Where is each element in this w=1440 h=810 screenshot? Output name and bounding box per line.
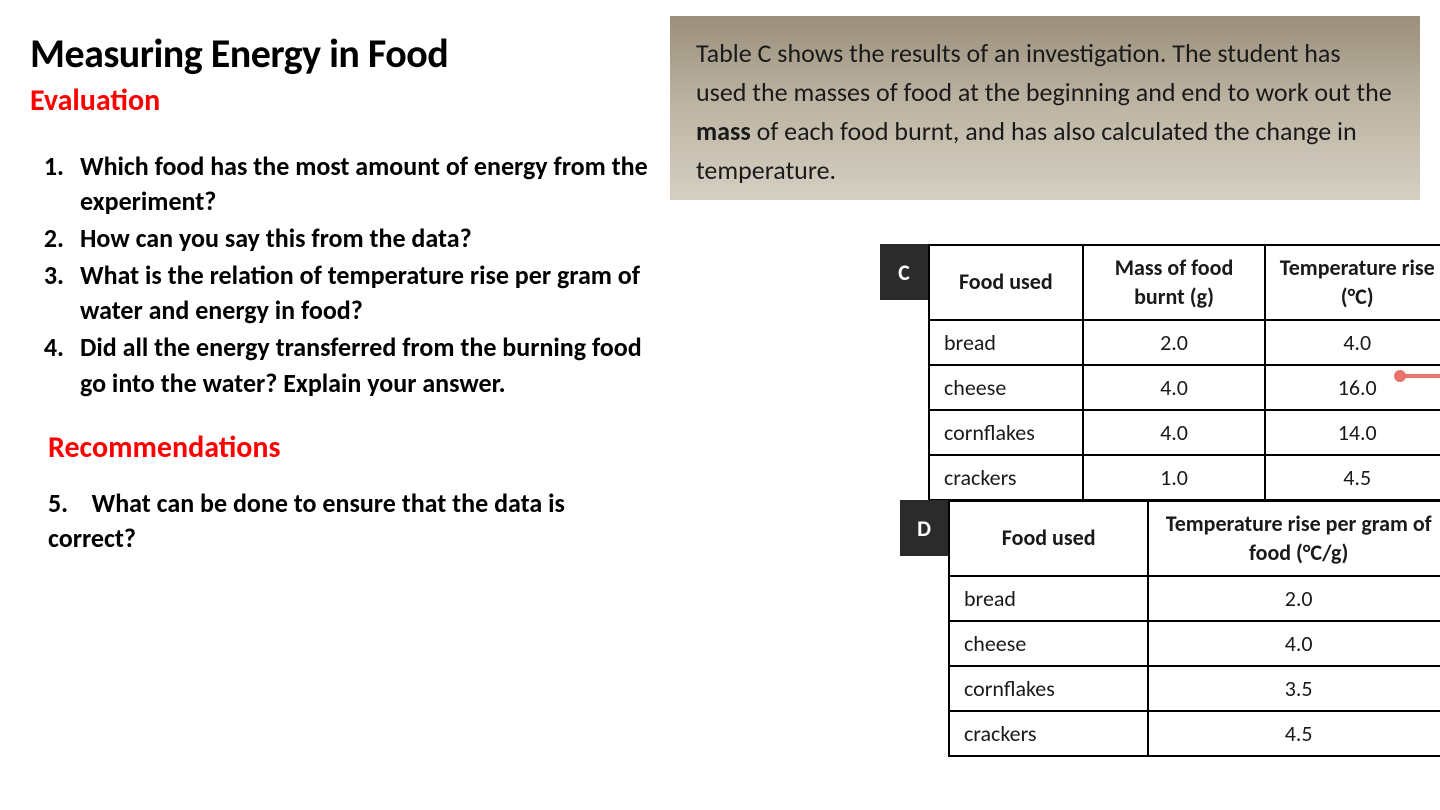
table-d-label: D bbox=[900, 500, 948, 556]
question-text: Did all the energy transferred from the … bbox=[80, 330, 650, 400]
table-row: cornflakes 3.5 bbox=[949, 666, 1440, 711]
cell-val: 4.0 bbox=[1148, 621, 1440, 666]
cell-food: cornflakes bbox=[949, 666, 1148, 711]
info-bold-word: mass bbox=[696, 115, 751, 147]
table-c-header-temp: Temperature rise (°C) bbox=[1265, 245, 1440, 320]
table-d-header-row: Food used Temperature rise per gram of f… bbox=[949, 501, 1440, 576]
table-row: cornflakes 4.0 14.0 bbox=[929, 410, 1440, 455]
table-c-grid: Food used Mass of food burnt (g) Tempera… bbox=[928, 244, 1440, 501]
table-c-header-mass: Mass of food burnt (g) bbox=[1083, 245, 1266, 320]
cell-mass: 1.0 bbox=[1083, 455, 1266, 500]
table-row: crackers 1.0 4.5 bbox=[929, 455, 1440, 500]
question-number: 4. bbox=[30, 330, 80, 400]
cell-food: bread bbox=[929, 320, 1083, 365]
info-text-post: of each food burnt, and has also calcula… bbox=[696, 115, 1357, 186]
cell-food: cornflakes bbox=[929, 410, 1083, 455]
question-number: 2. bbox=[30, 221, 80, 256]
question-text: How can you say this from the data? bbox=[80, 221, 650, 256]
info-box: Table C shows the results of an investig… bbox=[670, 16, 1420, 200]
question-2: 2. How can you say this from the data? bbox=[30, 221, 650, 256]
cell-mass: 4.0 bbox=[1083, 365, 1266, 410]
cell-val: 4.5 bbox=[1148, 711, 1440, 756]
table-c-header-food: Food used bbox=[929, 245, 1083, 320]
cell-food: crackers bbox=[929, 455, 1083, 500]
cell-temp: 14.0 bbox=[1265, 410, 1440, 455]
question-5: 5. What can be done to ensure that the d… bbox=[48, 486, 650, 556]
questions-list: 1. Which food has the most amount of ene… bbox=[30, 149, 650, 401]
cell-food: cheese bbox=[949, 621, 1148, 666]
cell-val: 3.5 bbox=[1148, 666, 1440, 711]
table-c-label: C bbox=[880, 244, 928, 300]
table-c-header-row: Food used Mass of food burnt (g) Tempera… bbox=[929, 245, 1440, 320]
question-number: 1. bbox=[30, 149, 80, 219]
question-4: 4. Did all the energy transferred from t… bbox=[30, 330, 650, 400]
question-text: What is the relation of temperature rise… bbox=[80, 258, 650, 328]
page-title: Measuring Energy in Food bbox=[30, 30, 650, 78]
table-c: Food used Mass of food burnt (g) Tempera… bbox=[928, 244, 1440, 501]
question-number: 5. bbox=[48, 487, 68, 519]
cell-mass: 2.0 bbox=[1083, 320, 1266, 365]
table-d: Food used Temperature rise per gram of f… bbox=[948, 500, 1440, 757]
annotation-dot-icon bbox=[1394, 370, 1406, 382]
table-row: bread 2.0 4.0 bbox=[929, 320, 1440, 365]
table-row: cheese 4.0 16.0 bbox=[929, 365, 1440, 410]
table-row: crackers 4.5 bbox=[949, 711, 1440, 756]
table-row: cheese 4.0 bbox=[949, 621, 1440, 666]
table-d-header-val: Temperature rise per gram of food (°C/g) bbox=[1148, 501, 1440, 576]
question-number: 3. bbox=[30, 258, 80, 328]
annotation-pointer bbox=[1394, 368, 1440, 384]
question-text: Which food has the most amount of energy… bbox=[80, 149, 650, 219]
cell-mass: 4.0 bbox=[1083, 410, 1266, 455]
cell-food: bread bbox=[949, 576, 1148, 621]
info-text-pre: Table C shows the results of an investig… bbox=[696, 37, 1392, 108]
cell-val: 2.0 bbox=[1148, 576, 1440, 621]
cell-temp: 4.0 bbox=[1265, 320, 1440, 365]
question-text: What can be done to ensure that the data… bbox=[48, 487, 565, 554]
question-3: 3. What is the relation of temperature r… bbox=[30, 258, 650, 328]
left-column: Measuring Energy in Food Evaluation 1. W… bbox=[30, 30, 650, 556]
table-row: bread 2.0 bbox=[949, 576, 1440, 621]
cell-food: crackers bbox=[949, 711, 1148, 756]
cell-food: cheese bbox=[929, 365, 1083, 410]
table-d-header-food: Food used bbox=[949, 501, 1148, 576]
annotation-line bbox=[1400, 374, 1440, 378]
cell-temp: 4.5 bbox=[1265, 455, 1440, 500]
subtitle-evaluation: Evaluation bbox=[30, 82, 650, 119]
subtitle-recommendations: Recommendations bbox=[48, 429, 650, 466]
table-d-grid: Food used Temperature rise per gram of f… bbox=[948, 500, 1440, 757]
question-1: 1. Which food has the most amount of ene… bbox=[30, 149, 650, 219]
